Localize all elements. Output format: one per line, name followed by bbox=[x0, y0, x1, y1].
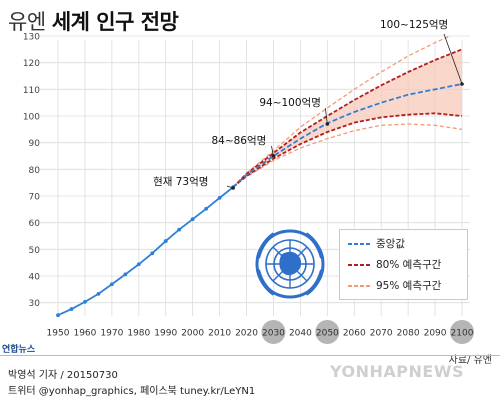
annotation-label-2100: 100~125억명 bbox=[380, 19, 448, 31]
x-tick-label-2020: 2020 bbox=[235, 329, 258, 339]
legend: 중앙값 80% 예측구간 95% 예측구간 bbox=[339, 229, 468, 300]
history-point-1975 bbox=[123, 272, 128, 277]
history-point-1980 bbox=[136, 262, 141, 267]
x-tick-labels: 1950 1960 1970 1980 1990 2000 2010 2020 2030 2040… bbox=[47, 320, 474, 344]
credit-social: 트위터 @yonhap_graphics, 페이스북 tuney.kr/LeYN… bbox=[8, 386, 256, 397]
history-point-1995 bbox=[177, 227, 182, 232]
history-point-2000 bbox=[190, 217, 195, 222]
annotations: 현재 73억명 84~86억명 94~100억명 100~125억명 bbox=[153, 19, 464, 190]
annotation-dot-2100 bbox=[460, 82, 464, 86]
y-tick-label-110: 110 bbox=[23, 86, 40, 96]
x-tick-label-1980: 1980 bbox=[127, 329, 150, 339]
x-tick-label-2000: 2000 bbox=[181, 329, 204, 339]
annotation-label-2050: 94~100억명 bbox=[259, 97, 321, 109]
y-tick-label-130: 130 bbox=[23, 33, 40, 43]
annotation-label-2030: 84~86억명 bbox=[211, 135, 266, 147]
y-tick-label-70: 70 bbox=[29, 193, 41, 203]
y-tick-label-50: 50 bbox=[29, 246, 41, 256]
legend-item-95: 95% 예측구간 bbox=[348, 280, 442, 292]
history-point-1990 bbox=[163, 239, 168, 243]
annotation-leader-2100 bbox=[443, 33, 463, 85]
history-point-1955 bbox=[69, 307, 74, 311]
y-tick-label-80: 80 bbox=[29, 166, 41, 176]
highlight-circle-2030 bbox=[261, 320, 286, 344]
series-history bbox=[57, 186, 234, 317]
x-tick-label-2090: 2090 bbox=[424, 329, 447, 339]
history-point-1965 bbox=[96, 291, 101, 296]
x-tick-label-2030: 2030 bbox=[262, 329, 285, 339]
x-tick-label-2060: 2060 bbox=[343, 329, 366, 339]
y-tick-label-100: 100 bbox=[23, 113, 40, 123]
series-pi95-upper bbox=[232, 36, 452, 188]
y-tick-label-60: 60 bbox=[29, 219, 41, 229]
x-tick-label-1990: 1990 bbox=[154, 329, 177, 339]
x-tick-label-2070: 2070 bbox=[370, 329, 393, 339]
legend-item-median: 중앙값 bbox=[348, 238, 405, 250]
series-pi80-lower bbox=[232, 112, 463, 188]
annotation-leader-2050 bbox=[324, 107, 328, 125]
annotation-dot-2050 bbox=[325, 122, 330, 126]
highlight-circle-2050 bbox=[315, 320, 340, 344]
history-point-1960 bbox=[83, 299, 87, 304]
annotation-dot-2030 bbox=[271, 154, 276, 158]
y-tick-label-30: 30 bbox=[29, 299, 41, 309]
title-prefix: 유엔 bbox=[8, 10, 46, 34]
history-point-2005 bbox=[204, 206, 209, 211]
series-median bbox=[232, 83, 463, 188]
history-point-2010 bbox=[217, 195, 222, 200]
x-tick-label-1960: 1960 bbox=[73, 329, 96, 339]
watermark: YONHAPNEWS bbox=[330, 362, 464, 381]
x-tick-label-2040: 2040 bbox=[289, 329, 312, 339]
source-text: 자료/ 유엔 bbox=[448, 355, 492, 366]
x-tick-label-2050: 2050 bbox=[316, 329, 339, 339]
annotation-dot-2015 bbox=[231, 186, 235, 190]
x-tick-label-1950: 1950 bbox=[47, 329, 70, 339]
x-tick-label-1970: 1970 bbox=[100, 329, 123, 339]
y-tick-label-120: 120 bbox=[23, 59, 40, 69]
legend-item-80: 80% 예측구간 bbox=[348, 259, 442, 271]
annotation-label-2015: 현재 73억명 bbox=[153, 176, 208, 188]
series-pi95-lower bbox=[232, 123, 463, 188]
y-tick-label-40: 40 bbox=[29, 273, 41, 283]
credit-reporter: 박영석 기자 / 20150730 bbox=[8, 370, 118, 381]
x-tick-label-2010: 2010 bbox=[208, 329, 231, 339]
chart-title: 유엔 세계 인구 전망 bbox=[8, 6, 179, 36]
highlight-circle-2100 bbox=[450, 320, 474, 344]
x-tick-label-2100: 2100 bbox=[451, 329, 474, 339]
series-pi80-upper bbox=[232, 48, 463, 188]
x-tick-label-2080: 2080 bbox=[397, 329, 420, 339]
band-80 bbox=[233, 49, 462, 188]
title-main: 세계 인구 전망 bbox=[51, 10, 179, 34]
footer-divider bbox=[0, 355, 500, 356]
y-tick-labels: 30 40 50 60 70 80 90 100 110 120 130 bbox=[23, 33, 40, 310]
yonhap-logo: 연합뉴스 bbox=[2, 345, 36, 355]
un-emblem-icon bbox=[255, 229, 325, 299]
history-point-1985 bbox=[150, 251, 155, 256]
projection-bands bbox=[233, 49, 462, 188]
history-point-1950 bbox=[56, 313, 60, 318]
y-tick-label-90: 90 bbox=[29, 139, 41, 149]
history-point-1970 bbox=[109, 282, 114, 287]
